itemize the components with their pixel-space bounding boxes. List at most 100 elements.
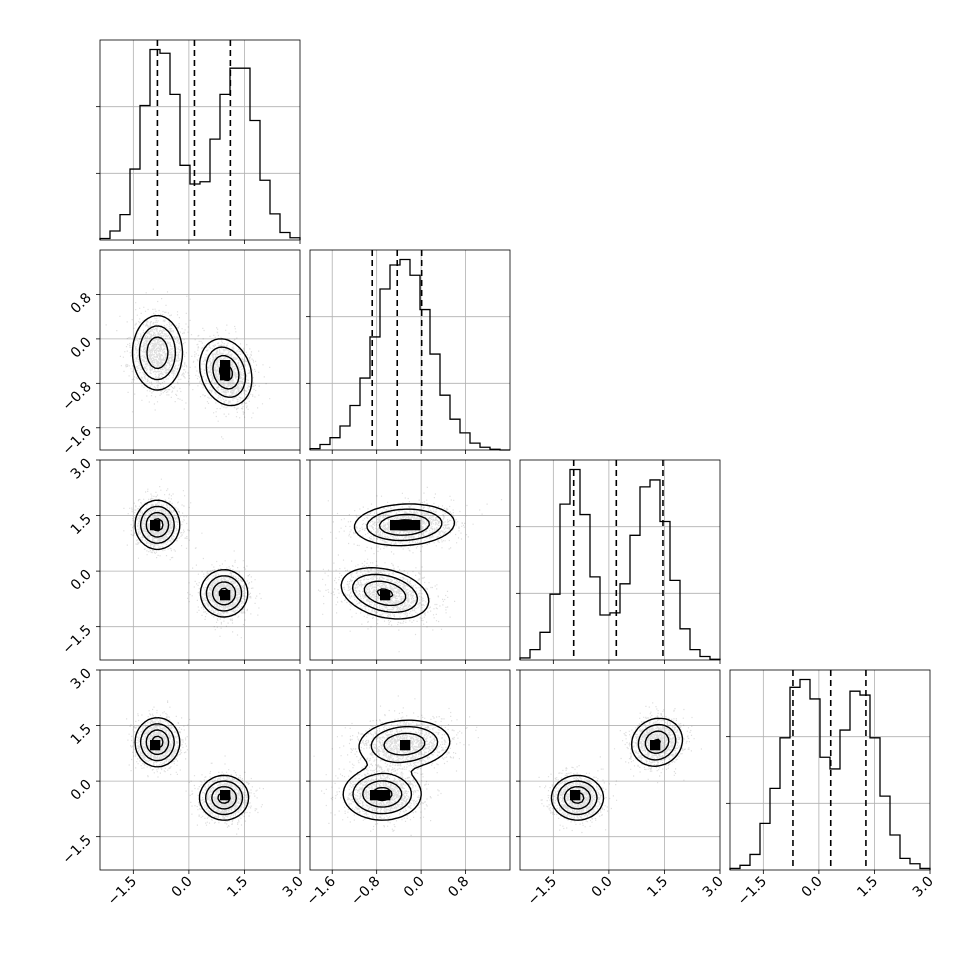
y-tick-label-2: 1.5 <box>68 721 95 748</box>
y-tick-label-3: 3.0 <box>68 456 95 483</box>
density-shading <box>220 360 231 381</box>
density-shading <box>380 520 421 601</box>
contour-level-1 <box>362 732 426 808</box>
contour-level-1 <box>145 729 237 810</box>
panel-frame <box>99 459 301 661</box>
contour-level-0 <box>570 738 661 804</box>
contour-level-1 <box>363 513 430 607</box>
panel-content <box>105 288 271 440</box>
x-tick-label-2: 1.5 <box>644 874 671 901</box>
contour-lines <box>550 717 684 821</box>
y-tick-label-3: 0.8 <box>68 290 95 317</box>
panel-3-3: −1.5 0.0 1.5 3.0 <box>726 669 937 909</box>
panel-3-2: −1.5 0.0 1.5 3.0 <box>516 669 727 909</box>
contour-lines <box>134 499 249 618</box>
y-tick-label-2: 0.0 <box>68 334 95 361</box>
histogram-step <box>519 468 721 660</box>
panel-1-0: −1.6 −0.8 0.0 0.8 <box>59 249 301 459</box>
contour-level-0 <box>151 735 231 804</box>
contour-level-1 <box>146 336 240 390</box>
y-tick-label-1: −0.8 <box>59 379 94 414</box>
contour-level-0 <box>371 743 408 802</box>
x-tick-label-2: 0.0 <box>401 874 428 901</box>
contour-level-1 <box>563 730 670 810</box>
contour-level-0 <box>218 363 233 382</box>
panel-background <box>310 250 510 450</box>
contour-lines <box>134 717 250 821</box>
panel-3-0: −1.5 0.0 1.5 3.0 −1.5 0.0 1.5 3.0 <box>59 666 306 909</box>
histogram-step <box>309 258 510 451</box>
panel-background <box>520 670 720 870</box>
panel-2-1 <box>306 459 511 664</box>
panel-background <box>100 250 300 450</box>
contour-level-0 <box>376 519 418 599</box>
panel-frame <box>729 669 931 871</box>
panel-2-2 <box>516 459 721 664</box>
panel-content <box>317 486 503 653</box>
contour-level-3 <box>134 499 249 618</box>
density-shading <box>150 740 231 801</box>
panel-content <box>313 695 479 836</box>
panel-content <box>538 702 702 834</box>
x-tick-label-1: −0.8 <box>348 874 383 909</box>
y-tick-label-1: 0.0 <box>68 777 95 804</box>
x-tick-label-2: 1.5 <box>854 874 881 901</box>
contour-level-2 <box>352 725 439 815</box>
contour-level-2 <box>138 325 247 398</box>
contour-lines <box>131 314 253 407</box>
panel-content <box>123 478 262 639</box>
contour-level-2 <box>139 723 244 816</box>
contour-level-2 <box>139 505 243 612</box>
x-tick-label-0: −1.5 <box>105 874 140 909</box>
contour-level-2 <box>351 508 443 613</box>
panel-frame <box>99 39 301 241</box>
x-tick-label-0: −1.5 <box>735 874 770 909</box>
x-tick-label-3: 3.0 <box>910 874 937 901</box>
panel-2-0: −1.5 0.0 1.5 3.0 <box>59 456 301 664</box>
panel-background <box>310 670 510 870</box>
y-tick-label-3: 3.0 <box>68 666 95 693</box>
contour-level-3 <box>131 314 253 407</box>
contour-level-3 <box>342 719 451 821</box>
panel-frame <box>309 669 511 871</box>
contour-lines <box>342 719 451 821</box>
contour-level-1 <box>145 511 237 606</box>
contour-lines <box>340 503 456 620</box>
scatter-points <box>105 288 271 440</box>
x-tick-label-1: 0.0 <box>589 874 616 901</box>
y-tick-label-0: −1.5 <box>59 622 94 657</box>
x-tick-label-3: 0.8 <box>445 874 472 901</box>
contour-level-3 <box>550 717 684 821</box>
scatter-points <box>538 702 702 834</box>
panel-frame <box>99 249 301 451</box>
contour-level-3 <box>340 503 456 620</box>
x-tick-label-0: −1.6 <box>304 873 339 908</box>
panel-frame <box>519 459 721 661</box>
scatter-point-cloud <box>538 702 702 834</box>
panel-0-0 <box>96 39 301 244</box>
panel-background <box>100 670 300 870</box>
panel-frame <box>519 669 721 871</box>
density-shading <box>150 520 231 601</box>
histogram-step <box>99 48 301 240</box>
panel-content <box>126 700 264 835</box>
y-tick-label-0: −1.6 <box>59 423 94 458</box>
contour-level-0 <box>151 518 230 600</box>
y-tick-label-0: −1.5 <box>59 832 94 867</box>
scatter-point-cloud <box>105 288 271 440</box>
y-tick-label-2: 1.5 <box>68 511 95 538</box>
x-tick-label-1: 0.0 <box>799 874 826 901</box>
x-tick-label-0: −1.5 <box>525 874 560 909</box>
contour-level-2 <box>557 723 677 816</box>
panel-frame <box>99 669 301 871</box>
panel-background <box>100 460 300 660</box>
x-tick-label-3: 3.0 <box>700 874 727 901</box>
panel-frame <box>309 459 511 661</box>
x-tick-label-3: 3.0 <box>280 874 307 901</box>
x-tick-label-2: 1.5 <box>224 874 251 901</box>
panel-3-1: −1.6 −0.8 0.0 0.8 <box>304 669 511 909</box>
x-tick-label-1: 0.0 <box>169 874 196 901</box>
panel-1-1 <box>306 249 511 454</box>
panel-background <box>310 460 510 660</box>
